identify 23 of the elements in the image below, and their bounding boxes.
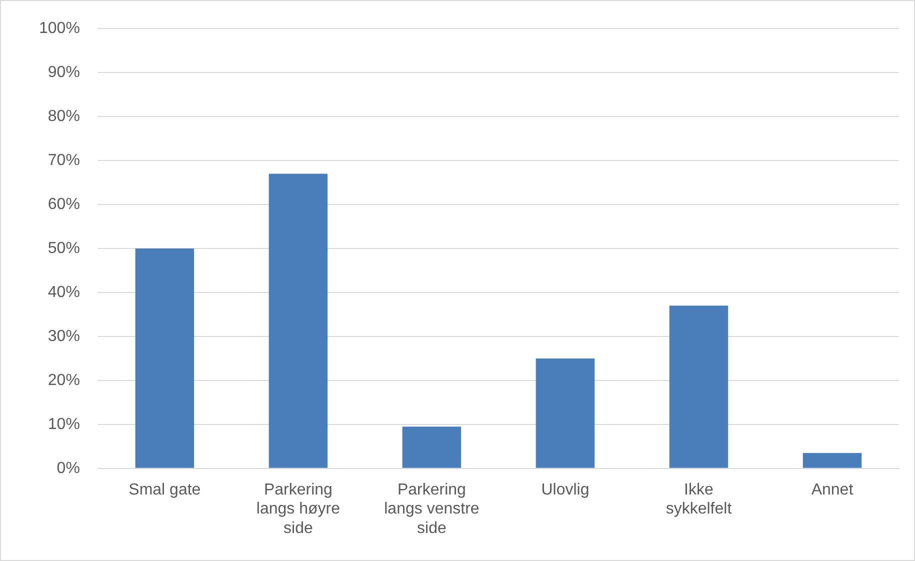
- y-tick-label: 10%: [48, 416, 80, 433]
- bar: [135, 248, 194, 468]
- y-tick-label: 60%: [48, 196, 80, 213]
- y-tick-label: 80%: [48, 108, 80, 125]
- y-tick-label: 50%: [48, 240, 80, 257]
- x-tick-label: Ikke sykkelfelt: [666, 481, 732, 518]
- x-tick-label: Annet: [811, 481, 854, 498]
- y-tick-label: 40%: [48, 284, 80, 301]
- x-tick-label: Parkering langs høyre side: [256, 481, 340, 537]
- y-tick-label: 100%: [39, 20, 80, 38]
- x-tick-label: Ulovlig: [541, 481, 590, 498]
- y-tick-label: 90%: [48, 64, 80, 81]
- bar: [402, 426, 462, 468]
- bar: [669, 306, 728, 468]
- y-tick-label: 30%: [48, 328, 80, 345]
- x-tick-label: Smal gate: [128, 481, 201, 498]
- x-tick-label: Parkering langs venstre side: [384, 481, 480, 537]
- bar: [536, 358, 595, 468]
- y-tick-label: 0%: [56, 460, 80, 477]
- y-tick-label: 20%: [48, 372, 80, 389]
- bar: [268, 174, 328, 468]
- y-tick-label: 70%: [48, 152, 80, 169]
- bar: [802, 453, 862, 468]
